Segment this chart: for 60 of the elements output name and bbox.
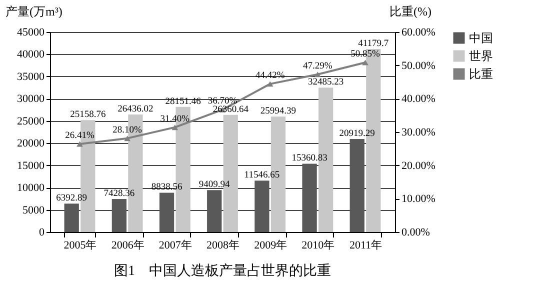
data-label: 11546.65 [244, 170, 280, 181]
legend-label: 世界 [469, 49, 493, 63]
y-tick-label: 20000 [17, 138, 45, 150]
point [172, 124, 178, 130]
bar [207, 190, 222, 232]
data-label: 6392.89 [56, 194, 88, 204]
y-tick-label: 10000 [17, 182, 45, 194]
y-tick-label: 25000 [17, 115, 45, 128]
data-label: 15360.83 [292, 154, 328, 164]
data-label: 25994.39 [260, 106, 296, 116]
x-tick-label: 2008年 [206, 240, 240, 252]
y2-axis-title: 比重(%) [390, 4, 432, 18]
data-label: 9409.94 [198, 180, 230, 190]
legend-label: 比重 [469, 67, 493, 81]
x-tick-label: 2009年 [254, 240, 288, 252]
data-label: 20919.29 [339, 129, 376, 140]
data-label: 26436.02 [118, 104, 154, 115]
y-tick-label: 5000 [22, 204, 45, 216]
y2-tick-label: 30.00% [402, 126, 436, 138]
data-label: 26360.64 [212, 104, 249, 115]
bar [302, 164, 317, 232]
y-tick-label: 15000 [17, 160, 45, 172]
y2-tick-label: 40.00% [402, 93, 436, 106]
data-label: 32485.23 [308, 78, 344, 88]
y-tick-label: 30000 [17, 93, 45, 106]
data-label: 47.29% [303, 61, 332, 72]
x-tick-label: 2007年 [158, 240, 192, 252]
bar [350, 139, 364, 232]
point [76, 141, 83, 147]
bar [254, 180, 270, 232]
text: 图1 中国人造板产量占世界的比重 [114, 263, 331, 279]
data-label: 50.85% [350, 50, 380, 60]
y-tick-label: 40000 [17, 48, 45, 61]
bar [64, 204, 79, 232]
data-label: 26.41% [65, 130, 94, 141]
point [266, 81, 274, 87]
data-label: 28.10% [112, 125, 142, 136]
point [362, 60, 368, 66]
y2-tick-label: 60.00% [402, 26, 436, 38]
y-tick-label: 35000 [17, 70, 45, 83]
y-tick-label: 45000 [17, 26, 45, 38]
data-label: 7428.36 [104, 188, 135, 199]
bar [159, 192, 174, 232]
data-label: 31.40% [160, 114, 190, 124]
y2-tick-label: 0.00% [402, 226, 430, 238]
y2-tick-label: 20.00% [402, 160, 436, 172]
x-tick-label: 2006年 [111, 240, 144, 252]
x-tick-label: 2010年 [302, 240, 335, 252]
x-tick-label: 2005年 [64, 240, 97, 252]
bar [112, 198, 127, 232]
data-label: 25158.76 [70, 110, 106, 120]
y2-tick-label: 10.00% [402, 193, 436, 206]
y-axis-title: 产量(万m³) [6, 4, 62, 18]
point [314, 72, 321, 78]
y-tick-label: 0 [39, 226, 45, 238]
x-tick-label: 2011年 [349, 240, 382, 252]
legend-label: 中国 [469, 31, 493, 45]
data-label: 41179.7 [358, 38, 389, 49]
y2-tick-label: 50.00% [402, 60, 436, 72]
point [124, 136, 130, 142]
